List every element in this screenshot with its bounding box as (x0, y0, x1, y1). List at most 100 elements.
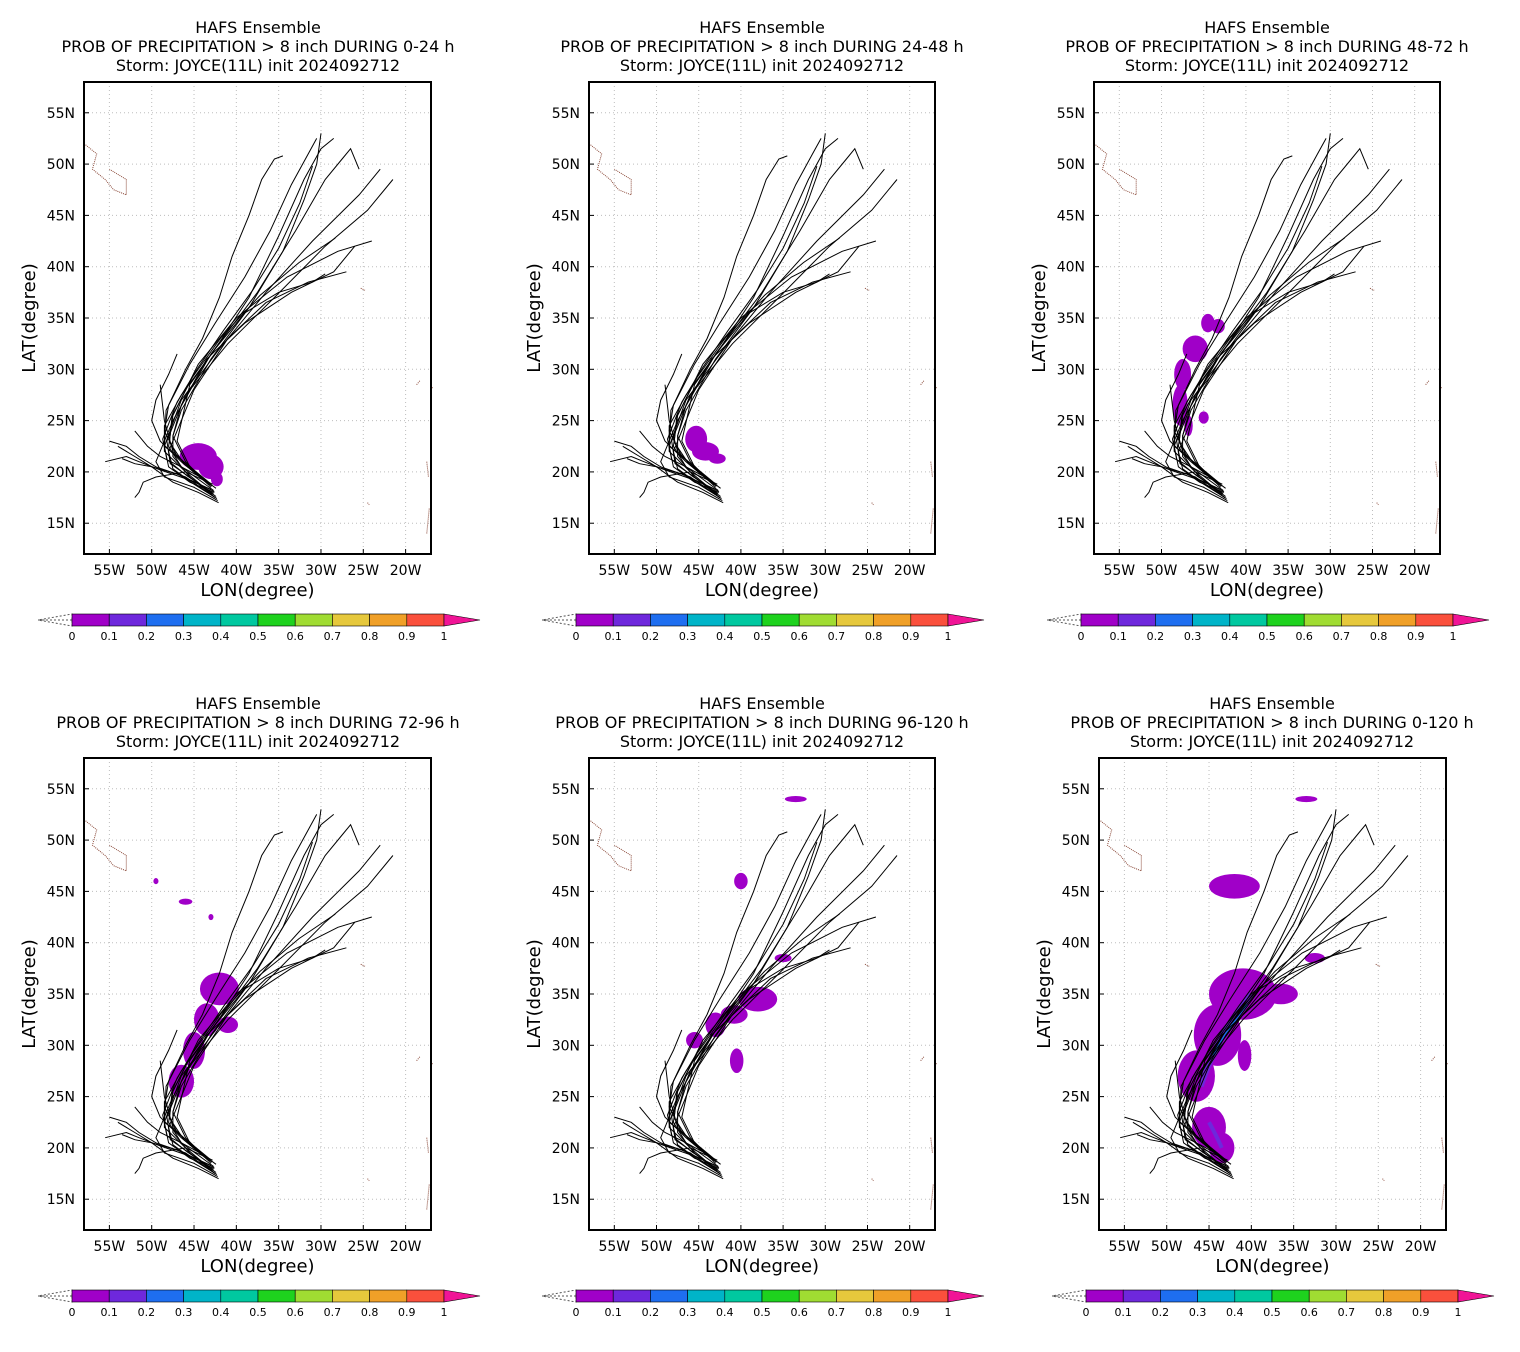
colorbar-label: 0.4 (1226, 1306, 1244, 1319)
probability-blob (1198, 411, 1209, 424)
colorbar-swatch (332, 613, 370, 627)
ensemble-track (163, 831, 284, 1159)
colorbar: 0 0.1 0.2 0.3 0.4 0.5 0.6 0.7 0.8 0.9 1 (1051, 1289, 1495, 1319)
colorbar-label: 0.8 (865, 630, 883, 643)
coastline (83, 143, 434, 534)
probability-core-south (1207, 1121, 1224, 1149)
x-tick-label: 25W (347, 563, 379, 579)
x-tick-label: 25W (347, 1239, 379, 1255)
x-tick-label: 40W (221, 563, 253, 579)
colorbar-high-extension (443, 613, 481, 627)
colorbar-swatch (1271, 1289, 1310, 1303)
colorbar-swatch (332, 1289, 370, 1303)
y-tick-label: 20N (47, 465, 75, 481)
coastline (588, 143, 938, 534)
ensemble-track (668, 831, 788, 1159)
y-tick-label: 35N (47, 987, 75, 1003)
x-tick-label: 45W (1188, 563, 1220, 579)
colorbar-label: 0.1 (604, 1306, 622, 1319)
ensemble-tracks (105, 133, 394, 504)
colorbar-label: 0.4 (1221, 630, 1239, 643)
x-tick-label: 35W (767, 563, 799, 579)
colorbar-label: 0.9 (1407, 630, 1425, 643)
x-tick-label: 25W (1362, 1239, 1394, 1255)
y-axis-label: LAT(degree) (524, 939, 545, 1048)
chart-title: PROB OF PRECIPITATION > 8 inch DURING 0-… (1070, 713, 1473, 732)
x-axis-label: LON(degree) (200, 1256, 314, 1277)
colorbar-high-extension (947, 613, 985, 627)
ensemble-track (1160, 353, 1220, 486)
figure-title: HAFS Ensemble (195, 694, 321, 713)
ensemble-track (1165, 147, 1369, 502)
ensemble-track (151, 353, 210, 486)
x-axis-label: LON(degree) (705, 580, 819, 601)
ensemble-track (168, 240, 372, 491)
y-axis-label: LAT(degree) (1029, 263, 1050, 372)
x-tick-label: 20W (1399, 563, 1431, 579)
newfoundland-coast (1098, 819, 1142, 872)
colorbar-swatch (575, 1289, 614, 1303)
ensemble-tracks (1120, 809, 1409, 1180)
colorbar-low-extension (37, 1295, 73, 1303)
figure-title: HAFS Ensemble (699, 694, 825, 713)
colorbar-swatch (873, 1289, 912, 1303)
figure-title: HAFS Ensemble (1209, 694, 1335, 713)
y-tick-label: 15N (1062, 1192, 1090, 1208)
colorbar-swatch (687, 613, 726, 627)
colorbar-label: 0.7 (324, 1306, 342, 1319)
x-tick-label: 35W (1278, 1239, 1310, 1255)
colorbar-swatch (724, 613, 763, 627)
x-tick-label: 35W (767, 1239, 799, 1255)
colorbar-low-extension (541, 619, 577, 627)
colorbar-swatch (146, 613, 184, 627)
y-tick-label: 40N (1062, 936, 1090, 952)
colorbar-label: 0.6 (790, 630, 808, 643)
ensemble-track (162, 841, 313, 1170)
colorbar-label: 0 (573, 1306, 580, 1319)
y-tick-label: 55N (1057, 106, 1085, 122)
probability-blob (734, 872, 748, 890)
ensemble-track (622, 1121, 724, 1180)
colorbar-swatch (612, 1289, 651, 1303)
x-tick-label: 55W (598, 1239, 630, 1255)
ensemble-track (639, 1106, 711, 1157)
colorbar-label: 0.2 (138, 630, 156, 643)
colorbar-swatch (406, 1289, 445, 1303)
colorbar-label: 1 (1455, 1306, 1462, 1319)
ensemble-track (1173, 155, 1293, 483)
colorbar-label: 0.2 (642, 630, 660, 643)
y-tick-label: 25N (47, 1090, 75, 1106)
y-tick-label: 30N (47, 1038, 75, 1054)
ensemble-track (609, 455, 720, 492)
y-axis-label: LAT(degree) (524, 263, 545, 372)
probability-blob (729, 1048, 744, 1074)
colorbar-high-extension (947, 1289, 985, 1303)
colorbar-low-extension (1051, 1289, 1087, 1297)
colorbar-low-extension (1046, 613, 1082, 621)
colorbar-low-extension (1046, 619, 1082, 627)
x-tick-label: 50W (1151, 1239, 1183, 1255)
colorbar-swatch (183, 613, 222, 627)
colorbar-label: 0.6 (790, 1306, 808, 1319)
y-axis-label: LAT(degree) (19, 263, 40, 372)
x-tick-label: 40W (725, 1239, 757, 1255)
coastline (1093, 143, 1443, 534)
colorbar-label: 0.4 (716, 1306, 734, 1319)
y-tick-label: 45N (552, 884, 580, 900)
colorbar-label: 0.5 (1263, 1306, 1281, 1319)
y-tick-label: 45N (1057, 208, 1085, 224)
ensemble-track (668, 844, 885, 1169)
probability-blob (1209, 873, 1260, 899)
ensemble-track (1132, 1121, 1234, 1180)
ensemble-track (151, 1029, 210, 1162)
probability-shading (685, 425, 726, 464)
storm-subtitle: Storm: JOYCE(11L) init 2024092712 (1130, 732, 1414, 751)
ensemble-track (172, 133, 322, 498)
y-tick-label: 50N (552, 833, 580, 849)
colorbar-label: 0.8 (1375, 1306, 1393, 1319)
colorbar-label: 0.4 (212, 1306, 230, 1319)
figure-title: HAFS Ensemble (195, 18, 321, 37)
